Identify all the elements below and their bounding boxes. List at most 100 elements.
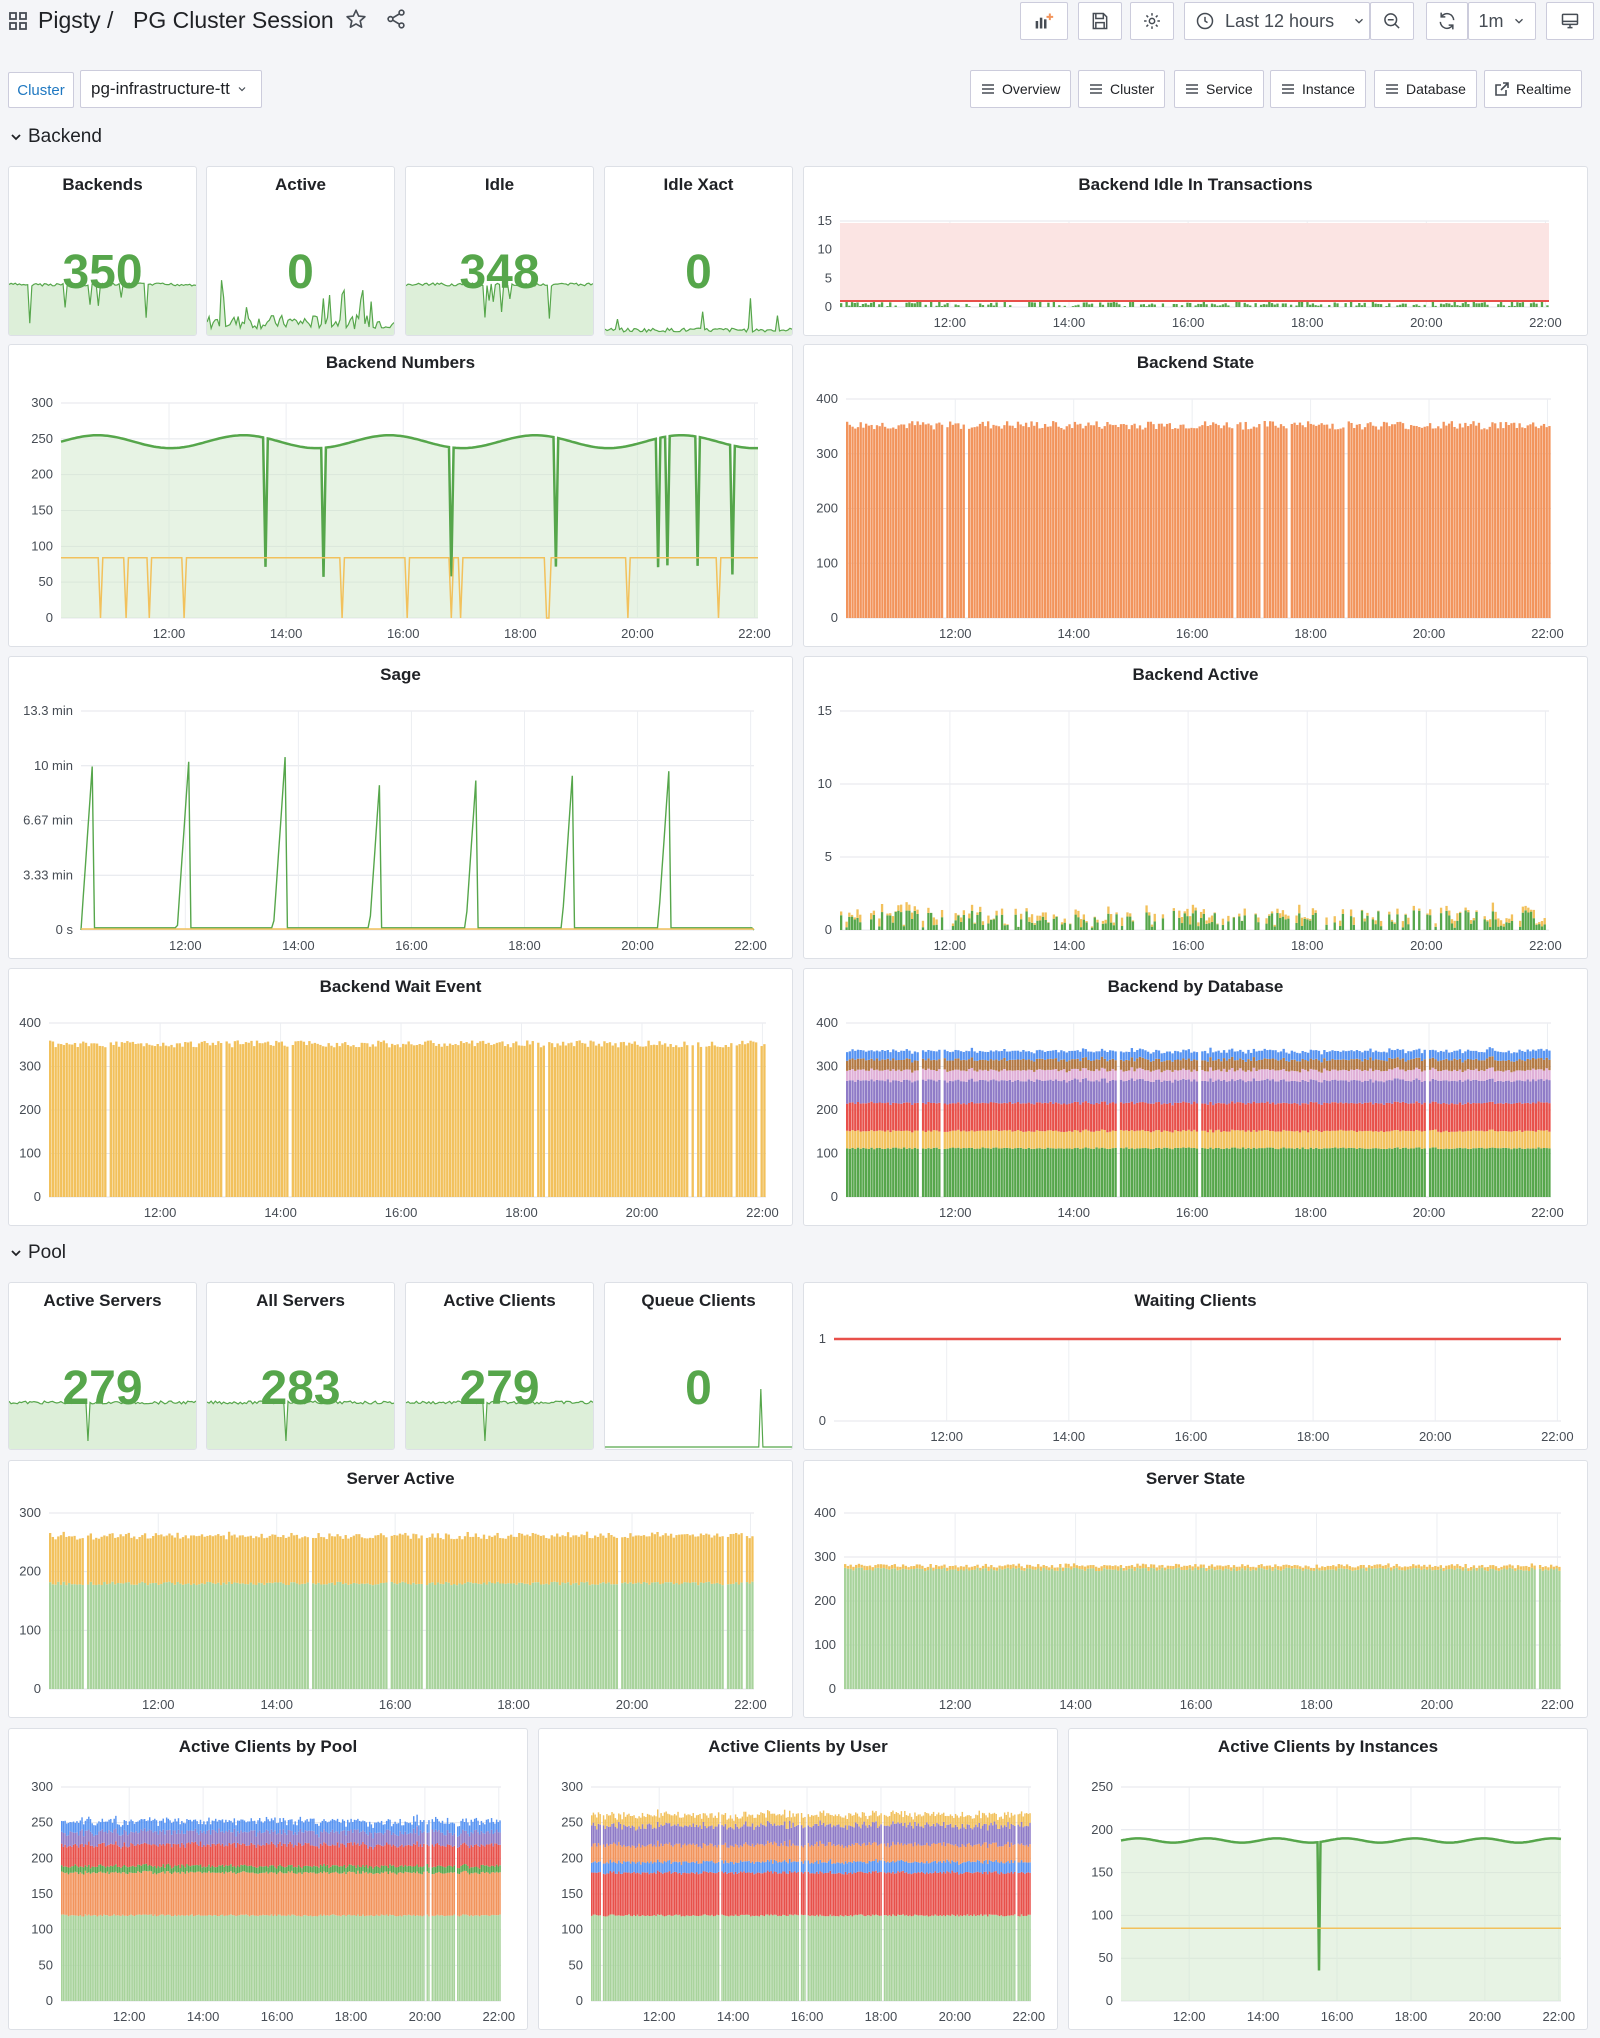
svg-text:20:00: 20:00 xyxy=(1413,626,1446,641)
star-icon[interactable] xyxy=(345,8,367,35)
stat-value: 350 xyxy=(62,246,143,299)
svg-text:16:00: 16:00 xyxy=(395,938,428,953)
svg-text:22:00: 22:00 xyxy=(1531,1205,1564,1220)
link-cluster[interactable]: Cluster xyxy=(1078,70,1166,108)
svg-text:20:00: 20:00 xyxy=(1419,1429,1452,1444)
share-icon[interactable] xyxy=(385,8,407,35)
svg-text:300: 300 xyxy=(31,1779,53,1794)
zoom-out-button[interactable] xyxy=(1370,2,1414,40)
row-header-backend[interactable]: Backend xyxy=(10,126,102,148)
add-panel-button[interactable] xyxy=(1020,2,1068,40)
stat-panel-idle-xact[interactable]: Idle Xact 0 xyxy=(604,166,793,336)
cluster-variable-value: pg-infrastructure-tt xyxy=(91,79,230,98)
panel-title: Active Clients xyxy=(443,1291,556,1310)
stat-panel-active-servers[interactable]: Active Servers 279 xyxy=(8,1282,197,1450)
stat-sparkline xyxy=(406,1400,593,1449)
stat-panel-queue-clients[interactable]: Queue Clients 0 xyxy=(604,1282,793,1450)
panel-server-state[interactable]: Server State 0 100 200 300 400 12:00 14:00 16:0… xyxy=(803,1460,1588,1718)
gear-icon xyxy=(1144,13,1160,29)
panel-title: Server State xyxy=(1145,1469,1246,1488)
svg-text:12:00: 12:00 xyxy=(930,1429,963,1444)
page-title[interactable]: PG Cluster Session xyxy=(133,7,334,33)
stat-sparkline xyxy=(605,298,792,335)
chart: 0 5 10 15 12:00 14:00 16:00 18:00 20:00 22:00 xyxy=(818,213,1562,330)
bars-icon xyxy=(1186,84,1198,94)
svg-text:5: 5 xyxy=(825,270,832,285)
time-range-label: Last 12 hours xyxy=(1225,10,1335,31)
svg-text:200: 200 xyxy=(31,1850,53,1865)
svg-text:16:00: 16:00 xyxy=(387,626,420,641)
panel-waiting-clients[interactable]: Waiting Clients 0 1 12:00 14:00 16:00 18:00 20… xyxy=(803,1282,1588,1450)
svg-text:18:00: 18:00 xyxy=(1294,626,1327,641)
stat-value: 0 xyxy=(287,246,314,299)
chevron-down-icon xyxy=(11,134,21,141)
refresh-interval-label: 1m xyxy=(1478,10,1504,31)
panel-backend-idle-in-transactions[interactable]: Backend Idle In Transactions 0 5 10 15 12:00… xyxy=(803,166,1588,336)
chevron-down-icon xyxy=(11,1250,21,1257)
svg-text:12:00: 12:00 xyxy=(934,315,967,330)
tv-mode-button[interactable] xyxy=(1546,2,1594,40)
link-realtime[interactable]: Realtime xyxy=(1484,70,1583,108)
chevron-down-icon xyxy=(1514,18,1523,24)
stat-sparkline xyxy=(406,282,593,335)
svg-text:16:00: 16:00 xyxy=(1176,1205,1209,1220)
svg-text:16:00: 16:00 xyxy=(1180,1697,1213,1712)
svg-text:14:00: 14:00 xyxy=(270,626,303,641)
link-service[interactable]: Service xyxy=(1174,70,1264,108)
stat-panel-active-clients[interactable]: Active Clients 279 xyxy=(405,1282,594,1450)
stat-panel-backends[interactable]: Backends 350 xyxy=(8,166,197,336)
svg-text:15: 15 xyxy=(818,213,832,228)
breadcrumb-folder[interactable]: Pigsty xyxy=(38,7,101,33)
monitor-icon xyxy=(1561,13,1579,29)
panel-backend-active[interactable]: Backend Active 0 5 10 15 12:00 14:00 16:00 18:0… xyxy=(803,656,1588,959)
svg-text:100: 100 xyxy=(814,1637,836,1652)
svg-text:20:00: 20:00 xyxy=(621,626,654,641)
svg-text:16:00: 16:00 xyxy=(1175,1429,1208,1444)
svg-text:22:00: 22:00 xyxy=(734,1697,767,1712)
stat-sparkline xyxy=(9,281,196,335)
svg-text:14:00: 14:00 xyxy=(1059,1697,1092,1712)
panel-backend-numbers[interactable]: Backend Numbers 0 50 100 150 200 250 300 12:00 1… xyxy=(8,344,793,647)
panel-active-clients-by-instances[interactable]: Active Clients by Instances 0 50 100 150 200… xyxy=(1068,1728,1588,2030)
svg-text:12:00: 12:00 xyxy=(144,1205,177,1220)
chart: 0 100 200 300 12:00 14:00 16:00 18:00 20:00 22:00 xyxy=(19,1505,767,1712)
dashboard-settings-button[interactable] xyxy=(1130,2,1174,40)
refresh-button[interactable] xyxy=(1426,2,1468,40)
cluster-variable-select[interactable]: pg-infrastructure-tt xyxy=(80,70,262,108)
link-instance[interactable]: Instance xyxy=(1270,70,1366,108)
panel-backend-by-database[interactable]: Backend by Database 0 100 200 300 400 12:00 14… xyxy=(803,968,1588,1226)
panel-title: Queue Clients xyxy=(641,1291,756,1310)
svg-text:12:00: 12:00 xyxy=(939,626,972,641)
save-dashboard-button[interactable] xyxy=(1078,2,1122,40)
stat-panel-all-servers[interactable]: All Servers 283 xyxy=(206,1282,395,1450)
stat-panel-idle[interactable]: Idle 348 xyxy=(405,166,594,336)
svg-text:400: 400 xyxy=(19,1015,41,1030)
svg-text:300: 300 xyxy=(814,1549,836,1564)
svg-text:14:00: 14:00 xyxy=(1057,1205,1090,1220)
row-header-pool[interactable]: Pool xyxy=(10,1242,66,1264)
panel-backend-wait-event[interactable]: Backend Wait Event 0 100 200 300 400 12:00 14:… xyxy=(8,968,793,1226)
svg-text:100: 100 xyxy=(31,538,53,553)
refresh-interval-picker[interactable]: 1m xyxy=(1468,2,1536,40)
panel-backend-state[interactable]: Backend State 0 100 200 300 400 12:00 14:00 16:… xyxy=(803,344,1588,647)
svg-text:18:00: 18:00 xyxy=(504,626,537,641)
svg-text:100: 100 xyxy=(816,555,838,570)
panel-server-active[interactable]: Server Active 0 100 200 300 12:00 14:00 16:00 1… xyxy=(8,1460,793,1718)
stat-panel-active[interactable]: Active 0 xyxy=(206,166,395,336)
panel-active-clients-by-user[interactable]: Active Clients by User 0 50 100 150 200 250 30… xyxy=(538,1728,1058,2030)
panel-sage[interactable]: Sage 0 s 3.33 min 6.67 min 10 min 13.3 min 12… xyxy=(8,656,793,959)
svg-text:22:00: 22:00 xyxy=(1541,1429,1574,1444)
svg-text:300: 300 xyxy=(31,395,53,410)
apps-grid-icon[interactable] xyxy=(8,11,28,36)
panel-title: All Servers xyxy=(256,1291,345,1310)
panel-active-clients-by-pool[interactable]: Active Clients by Pool 0 50 100 150 200 250 30… xyxy=(8,1728,528,2030)
svg-text:18:00: 18:00 xyxy=(1297,1429,1330,1444)
svg-text:16:00: 16:00 xyxy=(261,2009,294,2024)
chart: 0 100 200 300 400 12:00 14:00 16:00 18:00 20:00 22… xyxy=(816,391,1563,641)
time-range-picker[interactable]: Last 12 hours xyxy=(1184,2,1370,40)
svg-text:250: 250 xyxy=(31,1815,53,1830)
link-database[interactable]: Database xyxy=(1374,70,1477,108)
link-overview[interactable]: Overview xyxy=(970,70,1072,108)
panel-title: Waiting Clients xyxy=(1134,1291,1257,1310)
